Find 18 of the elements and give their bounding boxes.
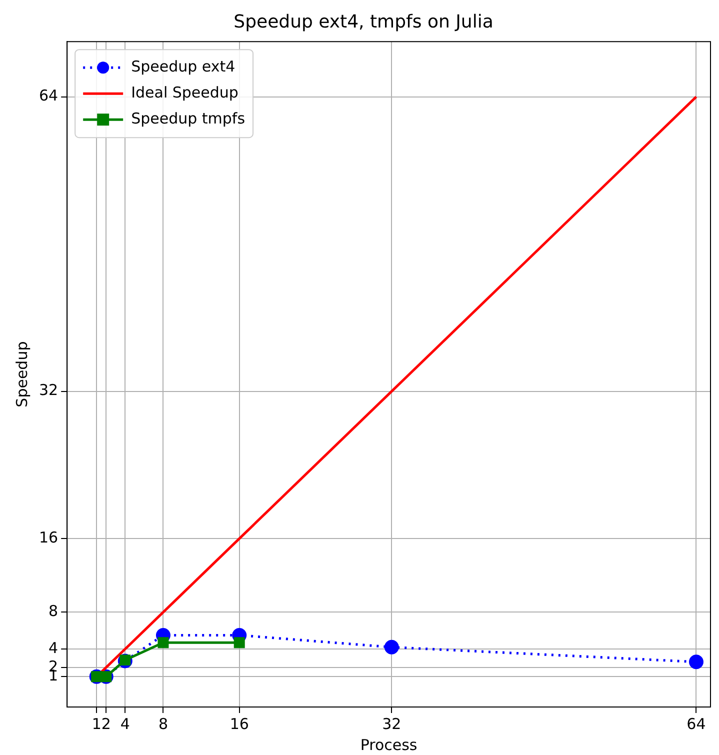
legend-label: Speedup ext4 [131,57,236,76]
x-axis-title: Process [360,736,418,754]
y-tick-label: 16 [38,528,58,546]
y-axis-title: Speedup [12,341,31,408]
x-tick-label: 16 [230,714,249,733]
x-tick-label: 4 [120,714,130,733]
x-tick-label: 1 [92,714,102,733]
x-tick-label: 64 [686,714,706,733]
x-tick-label: 8 [158,714,168,733]
y-tick-label: 4 [48,638,58,657]
legend-label: Ideal Speedup [131,83,238,102]
x-tick-label: 2 [101,714,111,733]
y-tick-label: 8 [48,602,58,620]
x-tick-label: 32 [382,714,402,733]
y-tick-label: 64 [38,86,58,105]
y-tick-label: 32 [38,381,58,400]
chart-title: Speedup ext4, tmpfs on Julia [234,11,494,32]
legend-label: Speedup tmpfs [131,109,246,128]
